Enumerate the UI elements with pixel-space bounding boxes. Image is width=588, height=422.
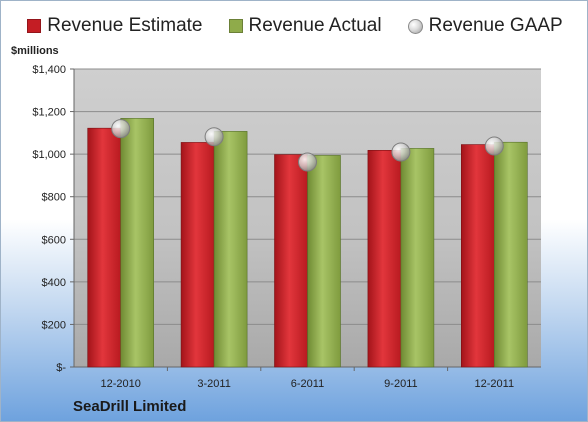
bar-revenue-estimate: [274, 154, 308, 368]
bar-revenue-actual: [400, 148, 435, 368]
bar-revenue-estimate: [180, 142, 215, 368]
legend-item-estimate: Revenue Estimate: [27, 15, 203, 37]
y-tick-label: $1,400: [32, 64, 66, 76]
legend-label-gaap: Revenue GAAP: [428, 15, 563, 36]
y-tick-label: $1,200: [32, 107, 66, 119]
bar-revenue-estimate: [367, 150, 402, 368]
x-tick-label: 12-2010: [101, 378, 141, 390]
legend-label-estimate: Revenue Estimate: [47, 15, 203, 36]
marker-revenue-gaap: [204, 127, 224, 147]
y-tick-label: $800: [42, 192, 66, 204]
x-tick-label: 9-2011: [384, 378, 417, 390]
x-tick-label: 12-2011: [475, 378, 515, 390]
bar-revenue-estimate: [460, 144, 495, 368]
bar-revenue-estimate: [87, 127, 121, 368]
legend-swatch-estimate: [27, 19, 42, 33]
company-caption: SeaDrill Limited: [73, 398, 187, 415]
y-tick-label: $1,000: [32, 149, 66, 161]
y-tick-label: $200: [42, 319, 66, 331]
marker-revenue-gaap: [298, 152, 317, 172]
legend-marker-gaap: [407, 18, 423, 34]
bar-revenue-actual: [493, 141, 528, 368]
x-tick-label: 3-2011: [197, 378, 230, 390]
y-tick-label: $-: [56, 362, 66, 374]
marker-revenue-gaap: [391, 142, 411, 162]
marker-revenue-gaap: [484, 136, 504, 156]
legend: Revenue Estimate Revenue Actual Revenue …: [1, 15, 587, 37]
bar-revenue-actual: [213, 131, 248, 368]
x-tick-label: 6-2011: [291, 378, 324, 390]
marker-revenue-gaap: [111, 119, 131, 139]
legend-label-actual: Revenue Actual: [248, 15, 382, 36]
y-tick-label: $600: [42, 234, 66, 246]
bar-revenue-actual: [307, 155, 341, 368]
legend-item-gaap: Revenue GAAP: [407, 15, 563, 37]
legend-swatch-actual: [228, 19, 243, 33]
legend-item-actual: Revenue Actual: [228, 15, 382, 37]
bar-revenue-actual: [120, 118, 154, 368]
y-axis-unit-label: $millions: [11, 45, 59, 57]
y-tick-label: $400: [42, 277, 66, 289]
